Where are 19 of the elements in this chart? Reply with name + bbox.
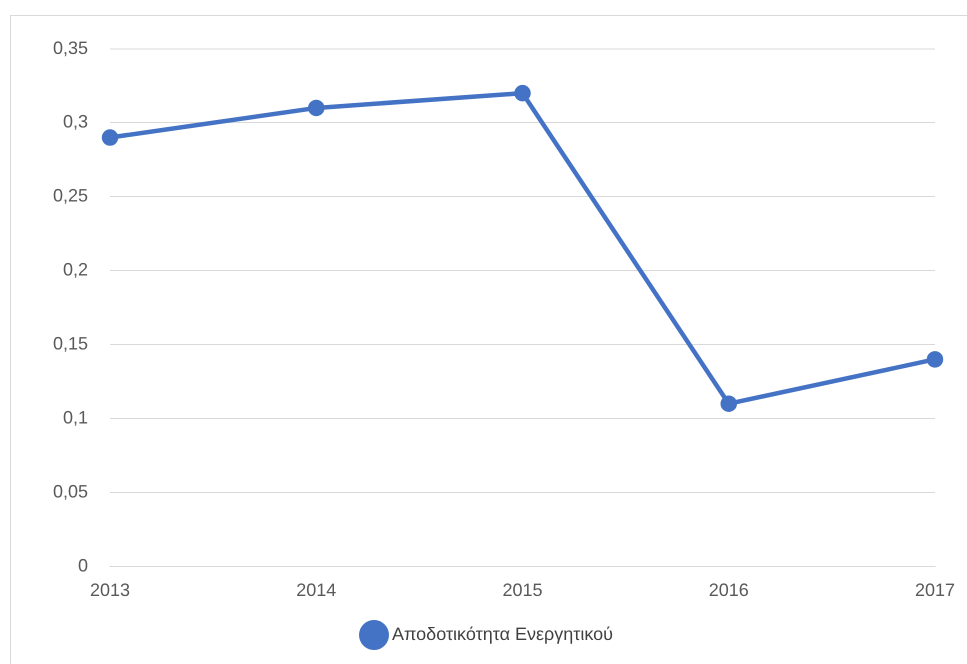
y-tick-label: 0,1 (63, 407, 88, 428)
y-tick-label: 0 (78, 555, 88, 576)
point (102, 129, 118, 146)
y-tick-label: 0,3 (63, 112, 88, 132)
y-tick-label: 0,05 (52, 481, 88, 502)
x-tick-label: 2015 (502, 580, 543, 600)
x-tick-label: 2017 (914, 580, 955, 600)
y-tick-label: 0,35 (52, 38, 88, 58)
x-tick-label: 2014 (296, 580, 336, 600)
x-tick-label: 2016 (708, 580, 749, 600)
point (926, 351, 944, 368)
point (308, 100, 325, 116)
x-tick-label: 2013 (90, 580, 130, 600)
legend-label: Αποδοτικότητα Ενεργητικού (392, 624, 614, 644)
y-tick-label: 0,2 (63, 260, 88, 280)
y-tick-label: 0,15 (52, 334, 88, 354)
point (720, 395, 737, 412)
point (514, 84, 531, 102)
y-tick-label: 0,25 (52, 186, 88, 206)
